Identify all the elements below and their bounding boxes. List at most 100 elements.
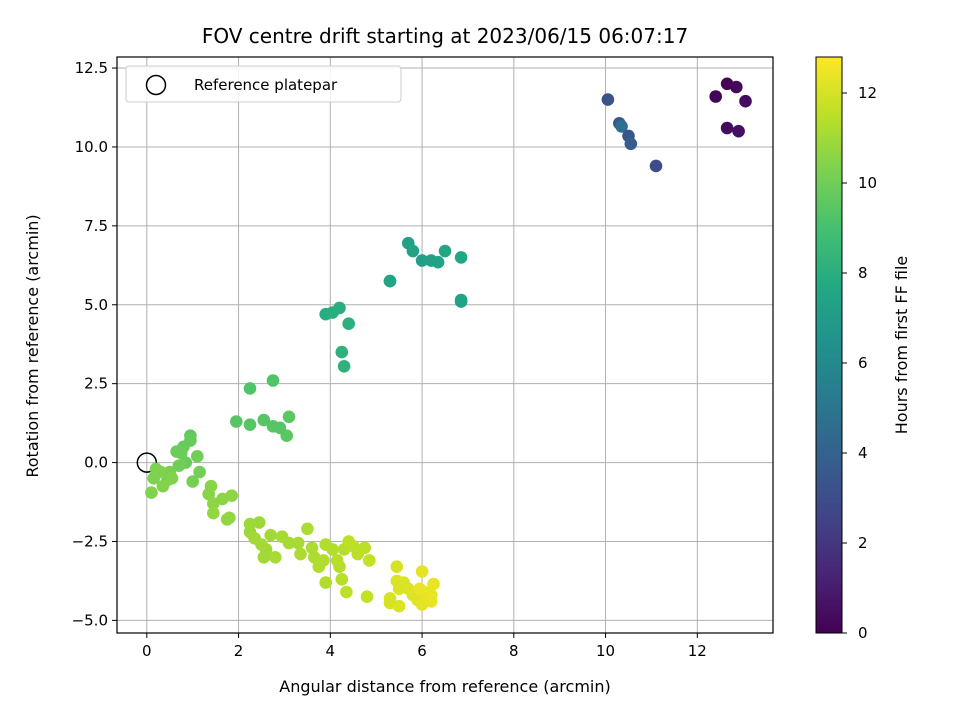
reference-marker-layer (136, 452, 158, 473)
data-point (264, 528, 278, 542)
data-point (294, 547, 307, 561)
chart-title: FOV centre drift starting at 2023/06/15 … (202, 24, 688, 48)
data-point (454, 295, 468, 308)
data-point (615, 120, 628, 133)
data-point (223, 511, 236, 525)
y-tick-label: 2.5 (84, 375, 108, 393)
data-point (291, 536, 305, 550)
x-tick-label: 8 (509, 642, 519, 660)
x-axis-ticks: 0 2 4 6 8 10 12 (142, 633, 707, 660)
data-point (454, 251, 468, 264)
data-point (709, 90, 722, 103)
data-point (305, 541, 319, 555)
data-point (149, 462, 163, 476)
colorbar-label: Hours from first FF file (892, 256, 911, 435)
colorbar (815, 56, 843, 634)
y-axis-label: Rotation from reference (arcmin) (23, 214, 42, 477)
data-point (257, 413, 271, 427)
y-tick-label: 10.0 (75, 138, 108, 156)
reference-platepar-marker (136, 452, 158, 473)
y-tick-label: −2.5 (72, 532, 108, 550)
plot-frame (116, 56, 774, 634)
data-point (282, 410, 296, 424)
data-point (193, 465, 206, 479)
data-point (266, 374, 280, 387)
x-axis-label: Angular distance from reference (arcmin) (279, 677, 610, 696)
data-point (730, 80, 743, 94)
colorbar-tick-label: 6 (858, 354, 868, 372)
data-point (601, 93, 615, 106)
legend-box (125, 65, 402, 103)
data-point (174, 446, 188, 460)
data-point (317, 554, 330, 567)
x-tick-label: 0 (142, 642, 152, 660)
data-point (172, 459, 186, 473)
data-point (358, 541, 372, 555)
y-axis-ticks: −5.0 −2.5 0.0 2.5 5.0 7.5 10.0 12.5 (72, 59, 117, 629)
data-point (337, 360, 351, 373)
data-point (438, 244, 452, 258)
x-tick-label: 4 (326, 642, 336, 660)
data-point (243, 382, 257, 395)
data-point (363, 554, 376, 567)
data-point (415, 254, 429, 267)
y-tick-label: 12.5 (75, 59, 108, 77)
colorbar-ticks: 0 2 4 6 8 10 12 (842, 84, 877, 642)
data-point (252, 516, 266, 529)
colorbar-tick-label: 12 (858, 84, 877, 102)
data-point (335, 573, 349, 586)
data-point (392, 599, 406, 613)
data-point (156, 479, 170, 493)
data-point (424, 595, 438, 608)
data-point (427, 577, 440, 591)
y-tick-label: −5.0 (72, 611, 108, 629)
y-tick-label: 7.5 (84, 217, 108, 235)
data-point (431, 255, 445, 269)
data-point (230, 415, 243, 428)
data-point (326, 543, 339, 556)
data-point (333, 560, 346, 573)
data-point (269, 551, 282, 564)
data-point (145, 486, 158, 499)
data-point (301, 522, 314, 536)
colorbar-tick-label: 2 (858, 534, 868, 552)
x-tick-label: 6 (417, 642, 427, 660)
data-point (165, 472, 179, 485)
data-point (243, 418, 257, 432)
data-point (390, 560, 404, 573)
scatter-points (145, 77, 752, 613)
data-point (280, 429, 294, 443)
legend-marker-icon (145, 74, 167, 96)
data-point (147, 472, 160, 485)
data-point (335, 345, 349, 359)
data-point (186, 475, 199, 488)
data-point (720, 121, 734, 135)
legend: Reference platepar (125, 65, 402, 103)
legend-entry: Reference platepar (194, 76, 338, 94)
data-point (225, 489, 238, 503)
x-tick-label: 10 (596, 642, 615, 660)
data-point (282, 536, 296, 550)
y-tick-label: 5.0 (84, 296, 108, 314)
data-point (360, 590, 374, 603)
data-point (739, 94, 752, 108)
data-point (406, 244, 420, 258)
x-tick-label: 2 (234, 642, 244, 660)
colorbar-tick-label: 0 (858, 624, 868, 642)
x-tick-label: 12 (688, 642, 707, 660)
data-point (732, 124, 745, 138)
data-point (333, 301, 346, 315)
data-point (342, 317, 356, 331)
data-point (319, 576, 333, 589)
data-point (624, 137, 638, 151)
data-point (191, 450, 204, 463)
data-point (207, 506, 220, 520)
colorbar-tick-label: 10 (858, 174, 877, 192)
y-tick-label: 0.0 (84, 454, 108, 472)
colorbar-tick-label: 4 (858, 444, 868, 462)
data-point (340, 585, 353, 599)
data-point (257, 551, 271, 564)
colorbar-tick-label: 8 (858, 264, 868, 282)
data-point (383, 274, 397, 288)
data-point (415, 565, 429, 578)
